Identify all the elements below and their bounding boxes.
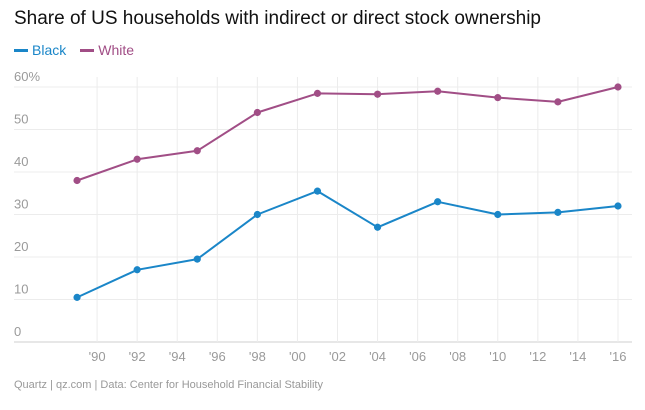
data-point-white-1995	[193, 147, 201, 155]
legend: Black White	[14, 42, 134, 58]
chart-title: Share of US households with indirect or …	[14, 8, 541, 29]
series-line-black	[76, 190, 619, 299]
y-tick-label: 60%	[14, 69, 40, 84]
data-point-white-1989	[73, 176, 81, 185]
x-tick-label: '08	[449, 349, 466, 364]
data-point-white-2013	[554, 98, 562, 106]
x-tick-label: '90	[89, 349, 106, 364]
x-tick-label: '14	[569, 349, 586, 364]
legend-item-black: Black	[14, 42, 66, 58]
data-point-white-2016	[614, 83, 622, 91]
data-point-black-2016	[614, 202, 622, 210]
x-tick-label: '12	[529, 349, 546, 364]
data-point-black-2004	[373, 223, 382, 231]
data-point-black-2013	[554, 208, 562, 216]
y-tick-label: 40	[14, 154, 28, 169]
data-point-black-1998	[253, 210, 261, 219]
y-tick-label: 10	[14, 282, 28, 297]
data-point-black-1992	[133, 266, 141, 274]
data-point-white-2004	[373, 90, 382, 98]
legend-item-white: White	[80, 42, 134, 58]
x-tick-label: '06	[409, 349, 426, 364]
x-tick-label: '16	[610, 349, 627, 364]
legend-swatch-white	[80, 48, 95, 52]
data-point-white-2001	[313, 89, 322, 97]
x-tick-label: '96	[209, 349, 226, 364]
x-tick-label: '02	[329, 349, 346, 364]
x-tick-label: '98	[249, 349, 266, 364]
x-tick-label: '00	[289, 349, 306, 364]
x-tick-label: '10	[489, 349, 506, 364]
data-point-black-2001	[313, 187, 322, 195]
data-point-black-2007	[434, 198, 442, 206]
data-point-black-1989	[73, 293, 81, 301]
legend-swatch-black	[14, 48, 28, 52]
y-tick-label: 0	[14, 324, 21, 339]
data-point-black-2010	[494, 210, 502, 219]
legend-label-black: Black	[32, 42, 67, 58]
data-point-white-2007	[434, 87, 442, 95]
data-point-black-1995	[193, 255, 201, 263]
y-tick-label: 30	[14, 197, 28, 212]
x-tick-label: '04	[369, 349, 386, 364]
y-tick-label: 20	[14, 239, 28, 254]
legend-label-white: White	[98, 42, 135, 58]
x-tick-label: '94	[169, 349, 186, 364]
data-point-white-1992	[133, 155, 141, 163]
source-footer: Quartz | qz.com | Data: Center for House…	[14, 379, 323, 391]
data-point-white-2010	[494, 94, 502, 102]
series-line-white	[76, 86, 619, 182]
data-point-white-1998	[253, 108, 261, 117]
x-tick-label: '92	[129, 349, 146, 364]
y-tick-label: 50	[14, 112, 28, 127]
